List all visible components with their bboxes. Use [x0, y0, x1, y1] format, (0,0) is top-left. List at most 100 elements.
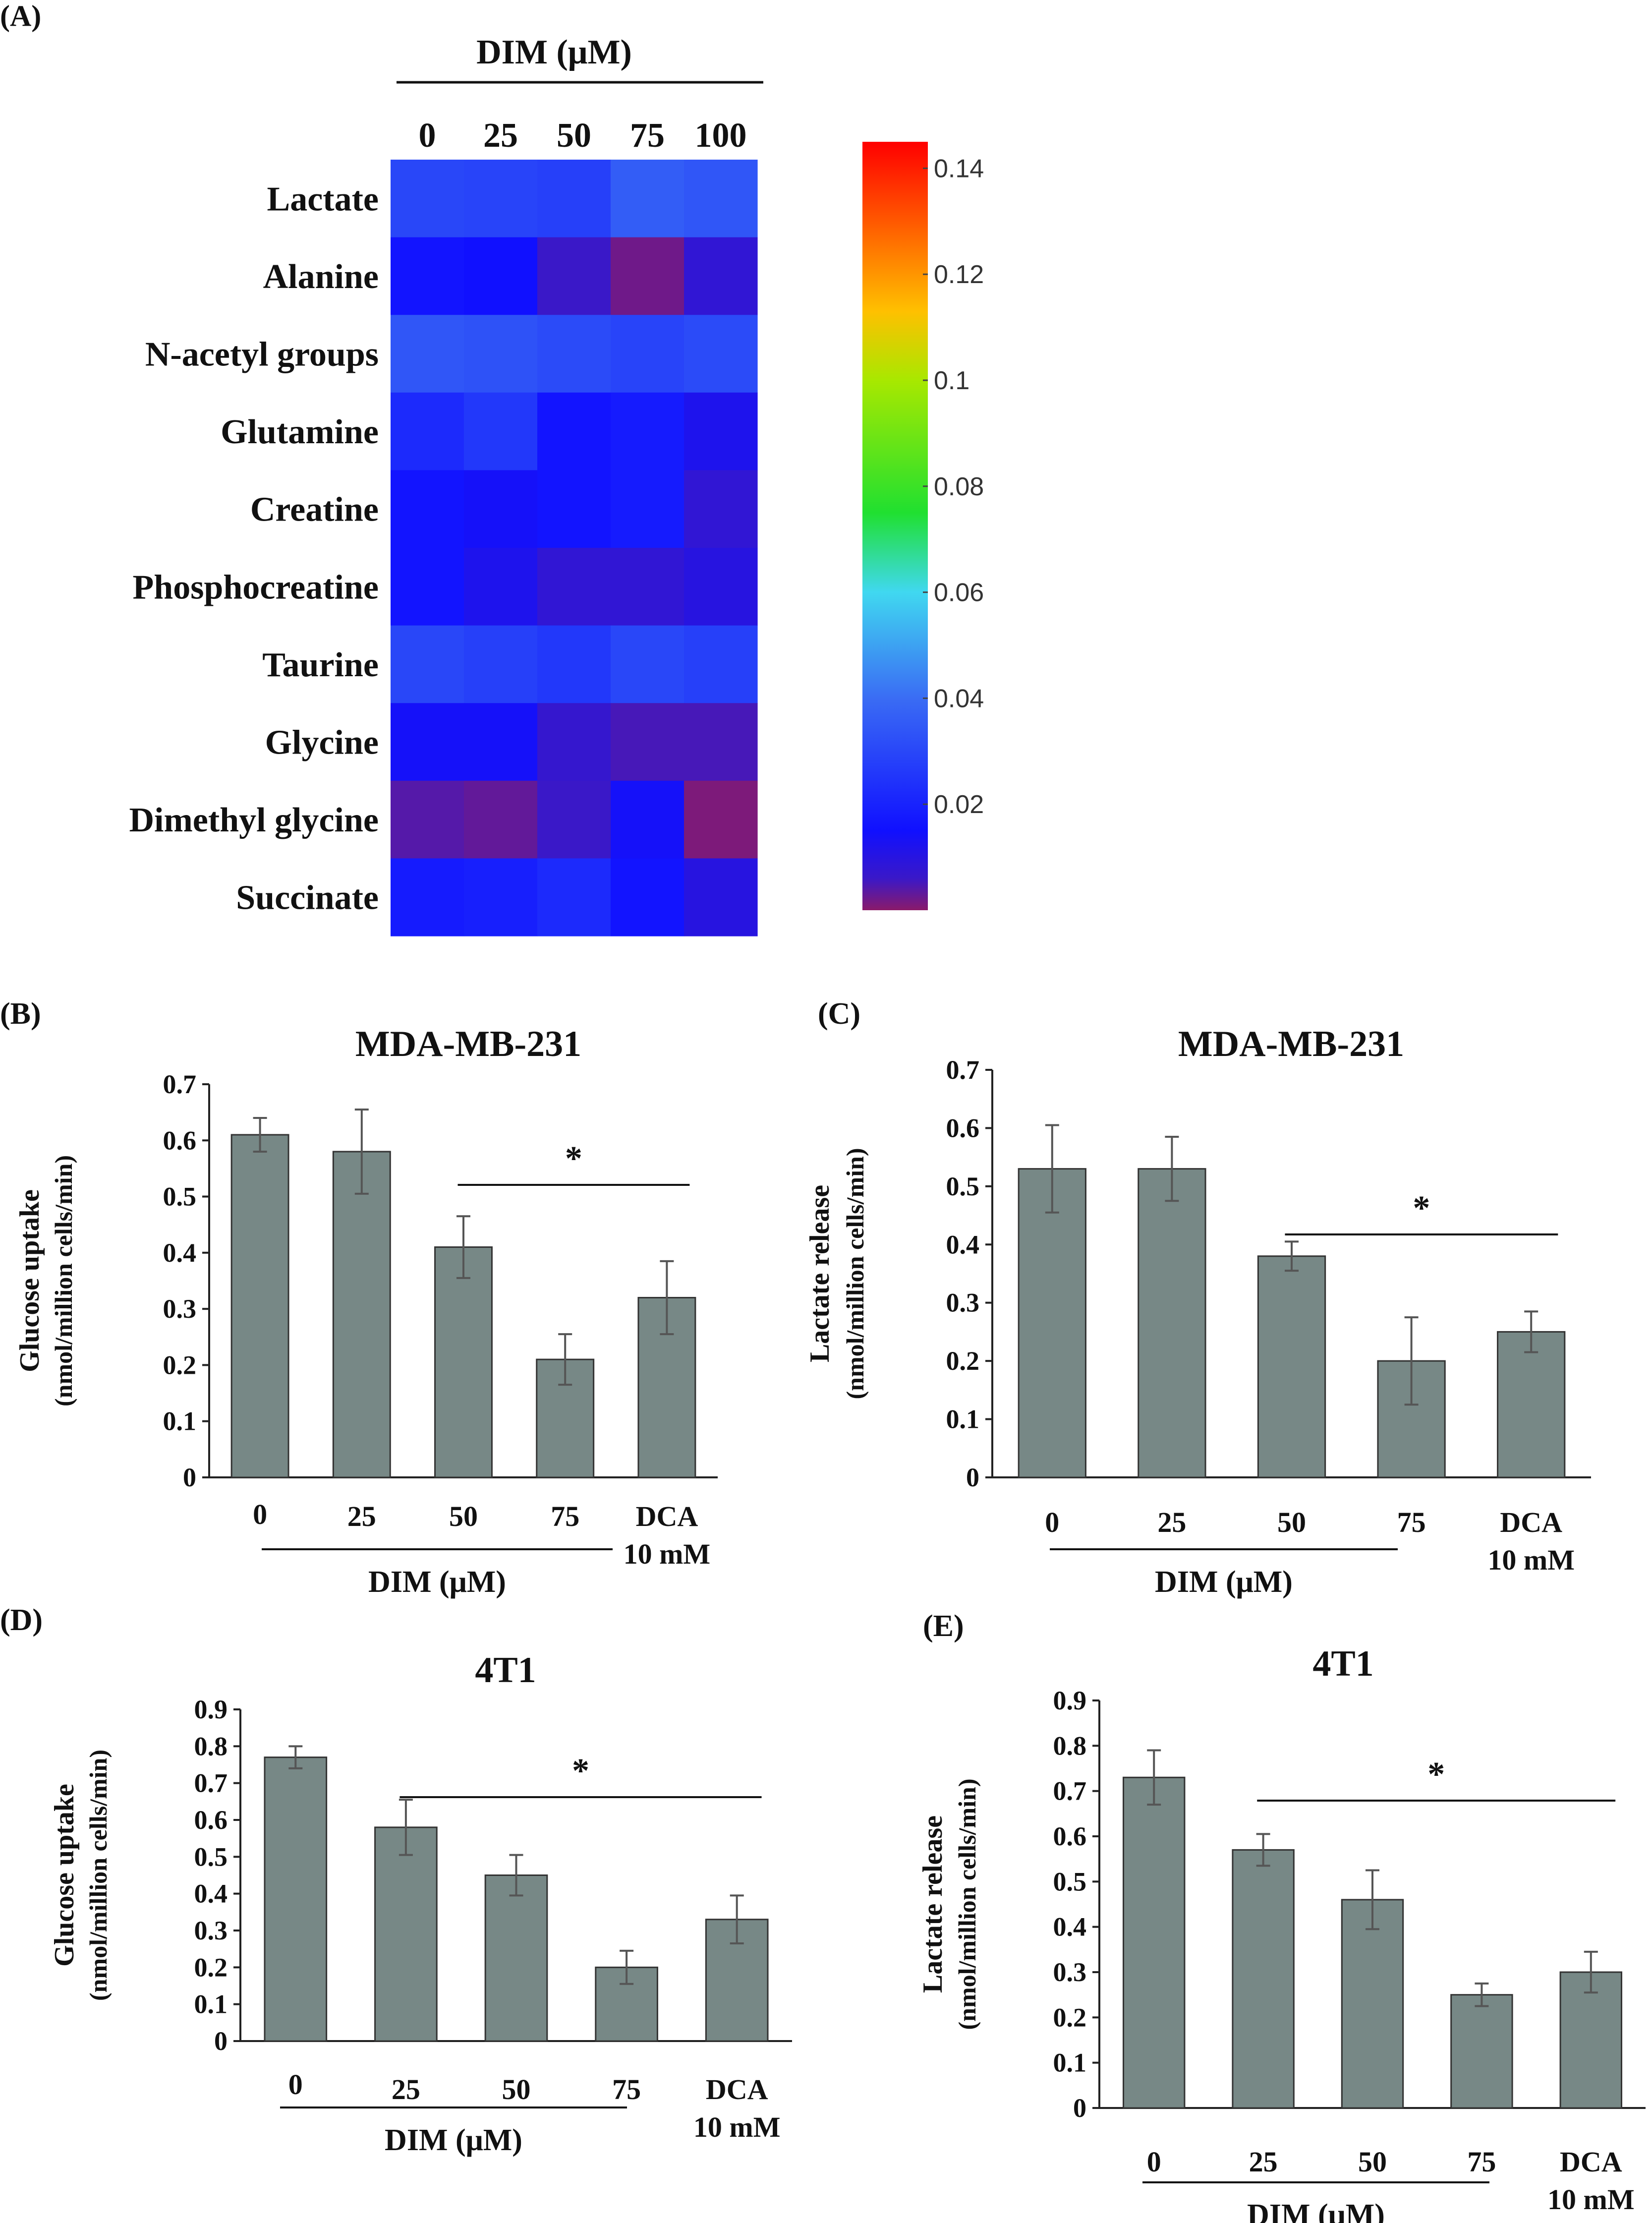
heatmap-cell — [391, 548, 464, 626]
heatmap-cell — [684, 160, 758, 238]
y-tick-label: 0.3 — [946, 1288, 980, 1318]
bar-chart-panel-c: (C) MDA-MB-231 Lactate release (nmol/millio… — [804, 997, 1591, 1599]
y-tick-label: 0.5 — [946, 1171, 980, 1201]
y-tick-label: 0 — [214, 2026, 228, 2056]
x-tick-label: 0 — [1045, 1506, 1059, 1538]
y-axis-label-units: (nmol/million cells/min) — [953, 1779, 981, 2030]
bar — [332, 1151, 391, 1478]
colorbar — [862, 142, 928, 910]
row-label: Glycine — [265, 724, 379, 762]
row-label: Glutamine — [221, 413, 379, 451]
y-tick-label: 0.3 — [163, 1294, 197, 1324]
y-tick-label: 0.6 — [1053, 1821, 1087, 1851]
y-tick-label: 0.1 — [1053, 2048, 1087, 2078]
heatmap-cell — [611, 315, 684, 393]
y-tick-label: 0.5 — [194, 1842, 228, 1872]
bar — [1450, 1994, 1513, 2109]
y-axis-label: Glucose uptake — [49, 1784, 80, 1967]
heatmap-cell — [464, 315, 538, 393]
x-tick-sublabel: 10 mM — [624, 1538, 711, 1570]
y-tick-label: 0.2 — [946, 1346, 980, 1376]
heatmap-cell — [537, 315, 611, 393]
heatmap-cell — [464, 780, 538, 859]
row-label: Lactate — [267, 180, 379, 218]
heatmap-cell — [684, 703, 758, 781]
x-tick-label: 75 — [612, 2073, 641, 2106]
heatmap-panel-a: (A) DIM (μM) 0 25 50 75 100 Lactate Alanine N-ace… — [0, 0, 984, 936]
heatmap-cell — [391, 315, 464, 393]
x-tick-label: 50 — [449, 1500, 478, 1532]
row-label: Alanine — [263, 258, 379, 296]
heatmap-cell — [537, 625, 611, 703]
x-tick-label: DCA — [706, 2073, 768, 2106]
y-tick-label: 0.1 — [194, 1989, 228, 2019]
y-tick-label: 0.4 — [1053, 1912, 1087, 1942]
heatmap-cell — [537, 160, 611, 238]
x-tick-label: 0 — [253, 1498, 267, 1530]
significance-marker: * — [572, 1752, 589, 1790]
heatmap-cell — [611, 470, 684, 548]
x-tick-label: 0 — [1147, 2146, 1161, 2178]
panel-label: (A) — [0, 0, 41, 32]
y-tick-label: 0.5 — [1053, 1867, 1087, 1896]
x-tick-label: 0 — [288, 2068, 303, 2101]
heatmap-cell — [464, 858, 538, 936]
x-tick-label: 25 — [347, 1500, 376, 1532]
x-tick-label: 25 — [1157, 1506, 1186, 1538]
y-tick-label: 0.7 — [163, 1069, 197, 1099]
y-tick-label: 0.7 — [194, 1768, 228, 1798]
y-tick-label: 0.7 — [946, 1055, 980, 1085]
heatmap-cell — [464, 703, 538, 781]
bar-chart-panel-d: (D) 4T1 Glucose uptake (nmol/million cells/… — [0, 1603, 792, 2157]
y-axis-label-units: (nmol/million cells/min) — [841, 1148, 869, 1400]
y-tick-label: 0.4 — [946, 1229, 980, 1259]
y-axis-label: Lactate release — [804, 1185, 835, 1362]
x-tick-label: 75 — [1467, 2146, 1496, 2178]
row-label: Phosphocreatine — [133, 568, 379, 606]
heatmap-cell — [464, 625, 538, 703]
column-label: 75 — [630, 117, 665, 155]
row-label: Taurine — [262, 646, 379, 684]
row-label: Creatine — [250, 491, 379, 529]
heatmap-cell — [537, 858, 611, 936]
column-label: 100 — [695, 117, 747, 155]
panel-label: (B) — [0, 997, 41, 1031]
y-tick-label: 0.4 — [194, 1879, 228, 1909]
heatmap-cell — [684, 858, 758, 936]
y-tick-label: 0.6 — [163, 1125, 197, 1155]
x-tick-label: 25 — [1249, 2146, 1278, 2178]
heatmap-cell — [464, 160, 538, 238]
row-label: Dimethyl glycine — [129, 801, 379, 839]
bar — [374, 1826, 438, 2042]
colorbar-tick-label: 0.1 — [934, 366, 969, 395]
row-label: N-acetyl groups — [145, 336, 379, 374]
x-tick-label: 50 — [1358, 2146, 1387, 2178]
panel-label: (C) — [818, 997, 860, 1031]
heatmap-cell — [464, 392, 538, 470]
heatmap-cell — [391, 703, 464, 781]
colorbar-tick-label: 0.12 — [934, 260, 984, 289]
x-tick-label: 75 — [1397, 1506, 1426, 1538]
y-tick-label: 0.7 — [1053, 1776, 1087, 1806]
x-tick-label: DCA — [1560, 2146, 1622, 2178]
colorbar-tick-label: 0.14 — [934, 154, 984, 183]
heatmap-cell — [684, 780, 758, 859]
y-tick-label: 0.6 — [194, 1805, 228, 1835]
y-tick-label: 0.9 — [1053, 1686, 1087, 1715]
heatmap-cell — [537, 392, 611, 470]
heatmap-cell — [391, 392, 464, 470]
x-tick-sublabel: 10 mM — [1547, 2183, 1635, 2216]
x-tick-label: 50 — [502, 2073, 531, 2106]
y-tick-label: 0.2 — [194, 1952, 228, 1982]
panel-label: (E) — [923, 1609, 964, 1643]
heatmap-cell — [537, 780, 611, 859]
y-tick-label: 0.8 — [194, 1731, 228, 1761]
bar — [264, 1756, 328, 2042]
heatmap-cell — [391, 237, 464, 315]
chart-title: 4T1 — [1312, 1643, 1373, 1684]
x-tick-label: 25 — [392, 2073, 420, 2106]
y-tick-label: 0.3 — [1053, 1957, 1087, 1987]
heatmap-cell — [611, 548, 684, 626]
x-tick-label: DCA — [636, 1500, 698, 1532]
